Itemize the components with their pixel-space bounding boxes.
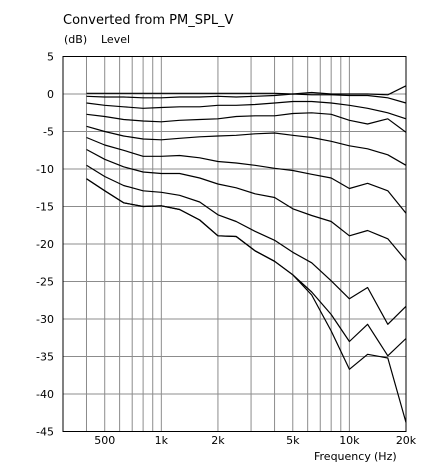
y-tick-label: -30 bbox=[36, 313, 54, 326]
y-tick-label: 5 bbox=[47, 51, 54, 64]
plot-area-frame bbox=[62, 56, 407, 432]
x-tick-label: 5k bbox=[286, 434, 300, 447]
y-tick-label: -5 bbox=[43, 126, 54, 139]
y-tick-label: -25 bbox=[36, 276, 54, 289]
series-line-5 bbox=[86, 125, 407, 166]
series-line-8 bbox=[86, 164, 407, 325]
y-tick-label: 0 bbox=[47, 88, 54, 101]
series-line-1 bbox=[86, 85, 407, 96]
series-line-7 bbox=[86, 148, 407, 261]
series-line-2 bbox=[86, 93, 407, 104]
y-tick-label: -20 bbox=[36, 238, 54, 251]
x-tick-label: 2k bbox=[211, 434, 225, 447]
y-tick-label: -10 bbox=[36, 163, 54, 176]
x-tick-label: 20k bbox=[396, 434, 417, 447]
x-axis-unit: (Hz) bbox=[374, 450, 397, 463]
chart-title: Converted from PM_SPL_V bbox=[63, 13, 234, 28]
x-tick-label: 10k bbox=[339, 434, 360, 447]
series-line-6 bbox=[86, 136, 407, 214]
y-axis-unit: (dB) bbox=[64, 33, 87, 46]
grid bbox=[63, 56, 406, 432]
y-tick-label: -35 bbox=[36, 351, 54, 364]
x-axis-label: Frequency bbox=[314, 450, 371, 463]
x-tick-label: 500 bbox=[94, 434, 115, 447]
series-line-3 bbox=[86, 100, 407, 120]
y-tick-label: -45 bbox=[36, 426, 54, 439]
y-tick-label: -40 bbox=[36, 388, 54, 401]
x-tick-label: 1k bbox=[155, 434, 169, 447]
y-axis-label: Level bbox=[101, 33, 130, 46]
series-line-4 bbox=[86, 112, 407, 133]
axis-ticks: 5 0 -5 -10 -15 -20 -25 -30 -35 -40 -45 500 1k 2k 5k 10k… bbox=[36, 51, 417, 448]
y-tick-label: -15 bbox=[36, 201, 54, 214]
series-lines bbox=[86, 85, 407, 423]
series-line-10 bbox=[86, 178, 407, 423]
